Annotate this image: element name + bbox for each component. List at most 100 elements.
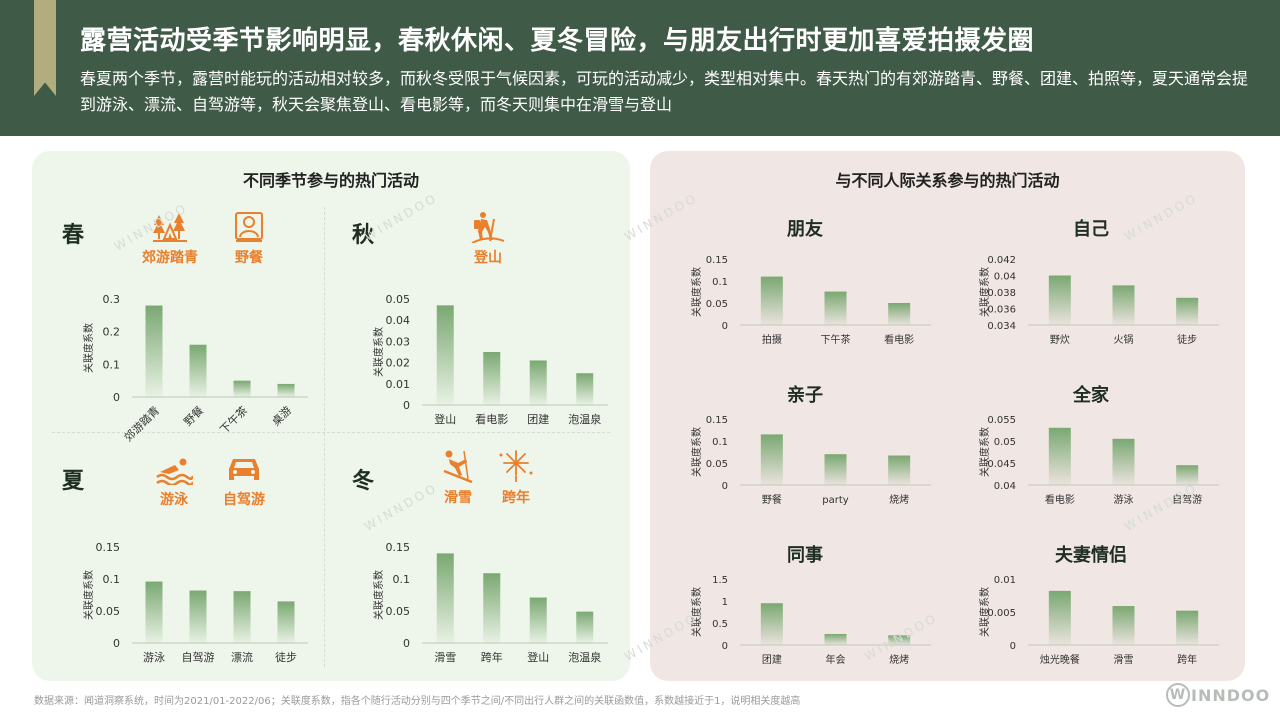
y-tick-label: 0.1 xyxy=(712,277,728,288)
y-tick-label: 0.04 xyxy=(994,481,1016,492)
brand-mark: W xyxy=(1166,683,1190,707)
bar xyxy=(277,601,295,643)
activity-spring-outing: 郊游踏青 xyxy=(128,211,212,267)
swimmer-icon xyxy=(156,458,193,485)
y-tick-label: 0.04 xyxy=(386,314,411,327)
y-axis-label: 关联度系数 xyxy=(978,267,991,317)
x-tick-label: 游泳 xyxy=(1114,493,1134,506)
y-tick-label: 0.1 xyxy=(103,358,121,371)
season-panel-title: 不同季节参与的热门活动 xyxy=(242,171,419,190)
autumn-bar-chart: 关联度系数 0 0.01 0.02 0.03 0.04 0.05 登山 看电影 团建 泡温泉 xyxy=(372,293,608,426)
x-tick-label: 自驾游 xyxy=(1172,493,1202,506)
y-axis-label: 关联度系数 xyxy=(82,323,95,373)
y-tick-label: 0.15 xyxy=(706,255,728,266)
y-tick-label: 0.03 xyxy=(386,335,411,348)
page-subtitle: 春夏两个季节，露营时能玩的活动相对较多，而秋冬受限于气候因素，可玩的活动减少，类… xyxy=(80,69,1249,114)
bar xyxy=(888,303,911,325)
car-icon xyxy=(229,459,259,480)
colleagues-bar-chart: 关联度系数 0 0.5 1 1.5 团建 年会 烧烤 xyxy=(690,575,931,666)
y-tick-label: 0 xyxy=(1010,641,1016,652)
bar xyxy=(760,434,783,485)
x-tick-label: 看电影 xyxy=(1045,493,1075,506)
x-tick-label: 滑雪 xyxy=(1114,654,1134,666)
y-axis-label: 关联度系数 xyxy=(690,427,703,477)
y-axis-label: 关联度系数 xyxy=(690,587,703,637)
y-tick-label: 0 xyxy=(113,637,120,650)
bar xyxy=(1176,610,1199,645)
season-winter-label: 冬 xyxy=(352,469,375,494)
activity-summer-roadtrip: 自驾游 xyxy=(202,455,286,509)
bar xyxy=(1048,590,1071,645)
y-tick-label: 0.15 xyxy=(96,541,121,554)
activity-label: 登山 xyxy=(474,250,502,266)
activity-autumn-hiking: 登山 xyxy=(446,211,530,267)
x-tick-label: party xyxy=(822,495,849,506)
y-tick-label: 0.1 xyxy=(393,573,411,586)
y-tick-label: 0 xyxy=(722,321,728,332)
x-tick-label: 泡温泉 xyxy=(568,412,601,426)
winter-bar-chart: 关联度系数 0 0.05 0.1 0.15 滑雪 跨年 登山 泡温泉 xyxy=(372,541,608,664)
y-tick-label: 0.1 xyxy=(712,437,728,448)
y-tick-label: 0.2 xyxy=(103,326,121,339)
bar xyxy=(189,590,207,643)
y-tick-label: 0.01 xyxy=(994,575,1016,586)
x-tick-label: 年会 xyxy=(826,653,846,666)
y-tick-label: 0.005 xyxy=(987,608,1016,619)
y-tick-label: 0 xyxy=(403,399,410,412)
self-bar-chart: 关联度系数 0.034 0.036 0.038 0.04 0.042 野炊 火锅 徒步 xyxy=(978,255,1219,346)
horizontal-divider xyxy=(52,432,610,433)
y-tick-label: 0.05 xyxy=(386,605,411,618)
y-tick-label: 0.01 xyxy=(386,378,411,391)
x-tick-label: 团建 xyxy=(762,653,782,666)
activity-label: 野餐 xyxy=(235,250,263,266)
y-tick-label: 1.5 xyxy=(712,575,728,586)
group-title-couple: 夫妻情侣 xyxy=(1055,545,1127,566)
season-summer-label: 夏 xyxy=(62,469,85,494)
activity-winter-skiing: 滑雪 xyxy=(416,449,500,507)
page-title: 露营活动受季节影响明显，春秋休闲、夏冬冒险，与朋友出行时更加喜爱拍摄发圈 xyxy=(80,26,1035,56)
x-tick-label: 野餐 xyxy=(181,403,206,428)
data-source-note: 数据来源：闻道洞察系统，时间为2021/01-2022/06；关联度系数，指各个… xyxy=(34,696,801,707)
group-title-parent-child: 亲子 xyxy=(787,385,823,406)
bar xyxy=(824,291,847,325)
summer-bar-chart: 关联度系数 0 0.05 0.1 0.15 游泳 自驾游 漂流 徒步 xyxy=(82,541,308,664)
hiker-icon xyxy=(471,212,505,243)
x-tick-label: 野炊 xyxy=(1050,333,1070,346)
x-tick-label: 漂流 xyxy=(231,650,253,664)
bar xyxy=(1176,297,1199,325)
bar xyxy=(824,454,847,485)
x-tick-label: 火锅 xyxy=(1114,334,1134,346)
y-axis-label: 关联度系数 xyxy=(978,587,991,637)
bar xyxy=(1112,285,1135,325)
y-tick-label: 0.1 xyxy=(103,573,121,586)
y-tick-label: 0.15 xyxy=(386,541,411,554)
x-tick-label: 徒步 xyxy=(275,650,297,664)
bar xyxy=(1176,465,1199,485)
x-tick-label: 徒步 xyxy=(1177,333,1197,346)
bar xyxy=(760,603,783,645)
x-tick-label: 游泳 xyxy=(143,650,165,664)
y-tick-label: 0.036 xyxy=(987,305,1016,316)
y-tick-label: 0.5 xyxy=(712,619,728,630)
group-title-friends: 朋友 xyxy=(787,219,823,240)
y-tick-label: 0.02 xyxy=(386,357,411,370)
bar xyxy=(824,634,847,645)
x-tick-label: 桌游 xyxy=(269,404,294,429)
header-banner: 露营活动受季节影响明显，春秋休闲、夏冬冒险，与朋友出行时更加喜爱拍摄发圈 春夏两… xyxy=(0,0,1280,136)
group-title-family: 全家 xyxy=(1073,385,1109,406)
group-title-self: 自己 xyxy=(1073,219,1109,240)
bar xyxy=(436,553,454,643)
bar xyxy=(277,383,295,397)
x-tick-label: 登山 xyxy=(434,412,456,426)
y-tick-label: 0.05 xyxy=(96,605,121,618)
activity-summer-swimming: 游泳 xyxy=(132,455,216,509)
y-tick-label: 0.3 xyxy=(103,293,121,306)
y-tick-label: 0.05 xyxy=(706,459,728,470)
picnic-icon xyxy=(235,212,263,242)
bar xyxy=(233,380,251,397)
bar xyxy=(888,455,911,485)
bar xyxy=(145,305,163,397)
bar xyxy=(576,611,594,643)
